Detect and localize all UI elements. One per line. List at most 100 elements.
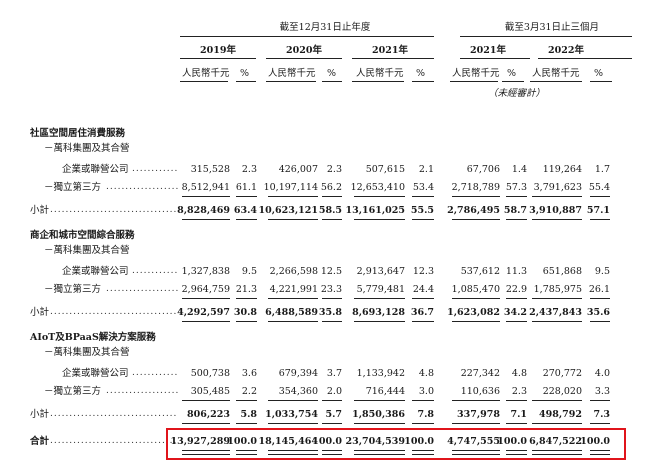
- third-party-row-value: 26.1: [588, 284, 610, 295]
- subtotal-rule: [268, 219, 318, 220]
- header-group-year: 截至12月31日止年度: [279, 22, 371, 33]
- total-row-value: 18,145,464: [258, 436, 319, 447]
- subtotal-rule: [452, 298, 500, 299]
- related-party-row-value: 1.7: [594, 164, 610, 175]
- third-party-row-value: 2,964,759: [181, 284, 230, 295]
- third-party-label: －獨立第三方: [44, 182, 102, 193]
- third-party-row-value: 23.3: [320, 284, 342, 295]
- third-party-row-value: 24.4: [412, 284, 434, 295]
- related-party-row-value: 1,327,838: [181, 266, 230, 277]
- subtotal-label: 小計: [30, 205, 50, 216]
- subtotal-label: 小計: [30, 409, 50, 420]
- related-party-row-value: 2.3: [326, 164, 342, 175]
- subtotal-rule: [182, 298, 230, 299]
- subtotal-rule: [412, 321, 434, 322]
- subtotal-rule: [322, 298, 342, 299]
- header-year-2019: 2019年: [200, 45, 236, 56]
- subtotal-rule: [506, 321, 527, 322]
- related-party-label-2: 企業或聯營公司: [62, 266, 129, 277]
- subtotal-rule: [506, 219, 527, 220]
- subtotal-rule: [590, 321, 610, 322]
- related-party-row-value: 1,133,942: [356, 368, 405, 379]
- related-party-row-value: 227,342: [460, 368, 500, 379]
- third-party-row-value: 8,512,941: [181, 182, 230, 193]
- subtotal-rule: [354, 196, 405, 197]
- subtotal-row-value: 1,033,754: [265, 409, 318, 420]
- subtotal-row-value: 5.7: [325, 409, 342, 420]
- subtotal-rule: [412, 219, 434, 220]
- subtotal-rule: [452, 321, 500, 322]
- double-underline: [182, 450, 230, 455]
- total-row-value: 13,927,289: [170, 436, 231, 447]
- subtotal-rule: [354, 321, 405, 322]
- total-row-value: 4,747,555: [447, 436, 500, 447]
- subtotal-rule: [268, 321, 318, 322]
- subtotal-rule: [506, 423, 527, 424]
- subtotal-row-value: 1,623,082: [447, 307, 500, 318]
- subtotal-row-value: 10,623,121: [258, 205, 319, 216]
- section-title: AIoT及BPaaS解決方案服務: [30, 332, 156, 343]
- header-year-2021: 2021年: [372, 45, 408, 56]
- subtotal-row-value: 8,828,469: [177, 205, 230, 216]
- unit-rmb-5: 人民幣千元: [532, 68, 580, 79]
- related-party-row-value: 679,394: [278, 368, 318, 379]
- total-row-value: 6,847,522: [529, 436, 582, 447]
- third-party-row-value: 3.3: [594, 386, 610, 397]
- subtotal-row-value: 57.1: [586, 205, 610, 216]
- header-rule-2020: [266, 58, 342, 59]
- subtotal-rule: [590, 423, 610, 424]
- unit-rule-1: [180, 81, 228, 82]
- subtotal-rule: [182, 219, 230, 220]
- third-party-row-value: 56.2: [320, 182, 342, 193]
- subtotal-rule: [532, 321, 582, 322]
- subtotal-row-value: 63.4: [233, 205, 257, 216]
- related-party-row-value: 4.8: [418, 368, 434, 379]
- related-party-row-value: 651,868: [542, 266, 582, 277]
- total-highlight-box: [166, 428, 626, 460]
- subtotal-rule: [532, 400, 582, 401]
- related-party-row-value: 2,266,598: [269, 266, 318, 277]
- related-party-row-value: 12.3: [412, 266, 434, 277]
- related-party-row-value: 4.0: [594, 368, 610, 379]
- subtotal-rule: [354, 400, 405, 401]
- unit-pct-1: %: [240, 68, 250, 79]
- unit-rmb-3: 人民幣千元: [356, 68, 404, 79]
- subtotal-rule: [532, 423, 582, 424]
- related-party-row-value: 315,528: [190, 164, 230, 175]
- unit-rule-4: [322, 81, 342, 82]
- subtotal-row-value: 35.6: [586, 307, 610, 318]
- third-party-row-value: 1,785,975: [533, 284, 582, 295]
- subtotal-rule: [412, 298, 434, 299]
- header-year-2020: 2020年: [286, 45, 322, 56]
- header-year-2021-q1: 2021年: [470, 45, 506, 56]
- subtotal-row-value: 1,850,386: [352, 409, 405, 420]
- section-title: 社區空間居住消費服務: [30, 128, 126, 139]
- unit-pct-4: %: [507, 68, 517, 79]
- third-party-row-value: 53.4: [412, 182, 434, 193]
- subtotal-rule: [236, 400, 257, 401]
- related-party-row-value: 9.5: [594, 266, 610, 277]
- related-party-row-value: 537,612: [460, 266, 500, 277]
- leader-dots: ........................................…: [132, 164, 178, 174]
- subtotal-rule: [354, 219, 405, 220]
- subtotal-rule: [506, 298, 527, 299]
- subtotal-rule: [322, 219, 342, 220]
- unit-rule-3: [266, 81, 316, 82]
- leader-dots: ........................................…: [50, 436, 178, 446]
- unit-rule-5: [352, 81, 404, 82]
- unit-rule-2: [236, 81, 256, 82]
- third-party-row-value: 2.3: [511, 386, 527, 397]
- third-party-row-value: 1,085,470: [451, 284, 500, 295]
- subtotal-rule: [412, 423, 434, 424]
- subtotal-row-value: 13,161,025: [345, 205, 406, 216]
- subtotal-rule: [268, 423, 318, 424]
- double-underline: [412, 450, 434, 455]
- subtotal-row-value: 5.8: [240, 409, 257, 420]
- subtotal-rule: [182, 400, 230, 401]
- double-underline: [322, 450, 342, 455]
- third-party-row-value: 12,653,410: [350, 182, 405, 193]
- leader-dots: ........................................…: [132, 368, 178, 378]
- section-title: 商企和城市空間綜合服務: [30, 230, 135, 241]
- subtotal-rule: [590, 298, 610, 299]
- third-party-row-value: 10,197,114: [263, 182, 318, 193]
